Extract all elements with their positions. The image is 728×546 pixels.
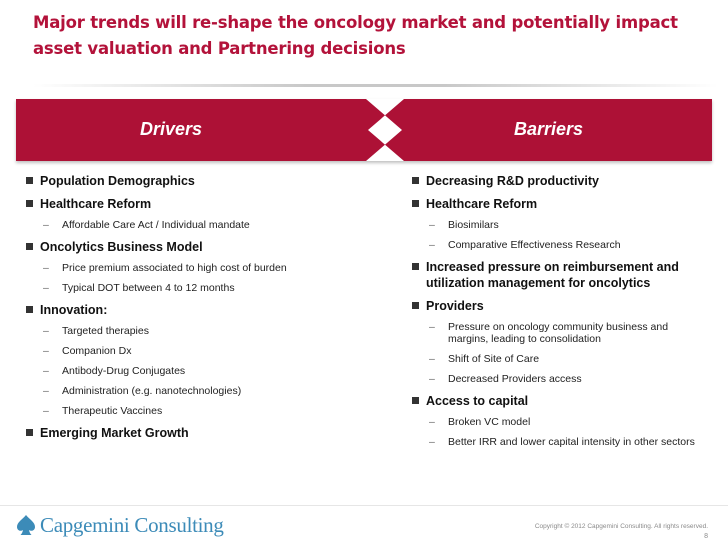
barrier-subitem: – Biosimilars: [429, 219, 499, 231]
barrier-subitem: – Shift of Site of Care: [429, 353, 540, 365]
copyright-text: Copyright © 2012 Capgemini Consulting. A…: [534, 523, 708, 530]
square-bullet-icon: [412, 397, 419, 404]
barrier-item: Providers: [408, 298, 708, 314]
driver-subitem: – Price premium associated to high cost o…: [43, 262, 287, 274]
driver-item: Population Demographics: [22, 173, 402, 189]
square-bullet-icon: [26, 200, 33, 207]
driver-subitem: – Typical DOT between 4 to 12 months: [43, 282, 235, 294]
barrier-subitem: – Better IRR and lower capital intensity …: [429, 436, 695, 448]
barriers-label: Barriers: [514, 119, 584, 139]
driver-subitem: – Antibody-Drug Conjugates: [43, 365, 186, 377]
title-divider: [33, 84, 718, 87]
square-bullet-icon: [412, 263, 419, 270]
barrier-item: Healthcare Reform: [408, 196, 708, 212]
square-bullet-icon: [412, 302, 419, 309]
banner-notch-shape: [366, 99, 404, 161]
barrier-item: Increased pressure on reimbursement and …: [408, 259, 708, 291]
driver-subitem: – Administration (e.g. nanotechnologies): [43, 385, 242, 397]
driver-item: Emerging Market Growth: [22, 425, 402, 441]
logo-text: Capgemini Consulting: [40, 512, 224, 537]
driver-subitem: – Affordable Care Act / Individual mandat…: [43, 219, 250, 231]
barrier-subitem: – Comparative Effectiveness Research: [429, 239, 621, 251]
square-bullet-icon: [412, 177, 419, 184]
square-bullet-icon: [26, 243, 33, 250]
driver-item: Healthcare Reform: [22, 196, 402, 212]
spade-icon: [17, 515, 35, 535]
square-bullet-icon: [26, 177, 33, 184]
barriers-list: Decreasing R&D productivity Healthcare R…: [408, 173, 708, 456]
slide-title: Major trends will re-shape the oncology …: [33, 13, 678, 58]
square-bullet-icon: [26, 429, 33, 436]
square-bullet-icon: [26, 306, 33, 313]
barrier-item: Access to capital: [408, 393, 708, 409]
driver-item: Innovation:: [22, 302, 402, 318]
footer-divider: [0, 505, 728, 506]
drivers-barriers-banner: Drivers Barriers: [16, 99, 712, 161]
driver-subitem: – Therapeutic Vaccines: [43, 405, 163, 417]
drivers-label: Drivers: [140, 119, 203, 139]
driver-subitem: – Targeted therapies: [43, 325, 149, 337]
barrier-subitem: – Pressure on oncology community business…: [429, 321, 669, 345]
barrier-subitem: – Decreased Providers access: [429, 373, 582, 385]
barrier-item: Decreasing R&D productivity: [408, 173, 708, 189]
driver-item: Oncolytics Business Model: [22, 239, 402, 255]
drivers-list: Population Demographics Healthcare Refor…: [22, 173, 402, 448]
barrier-subitem: – Broken VC model: [429, 416, 531, 428]
driver-subitem: – Companion Dx: [43, 345, 132, 357]
page-number: 8: [704, 533, 708, 540]
company-logo: Capgemini Consulting: [14, 512, 224, 538]
square-bullet-icon: [412, 200, 419, 207]
